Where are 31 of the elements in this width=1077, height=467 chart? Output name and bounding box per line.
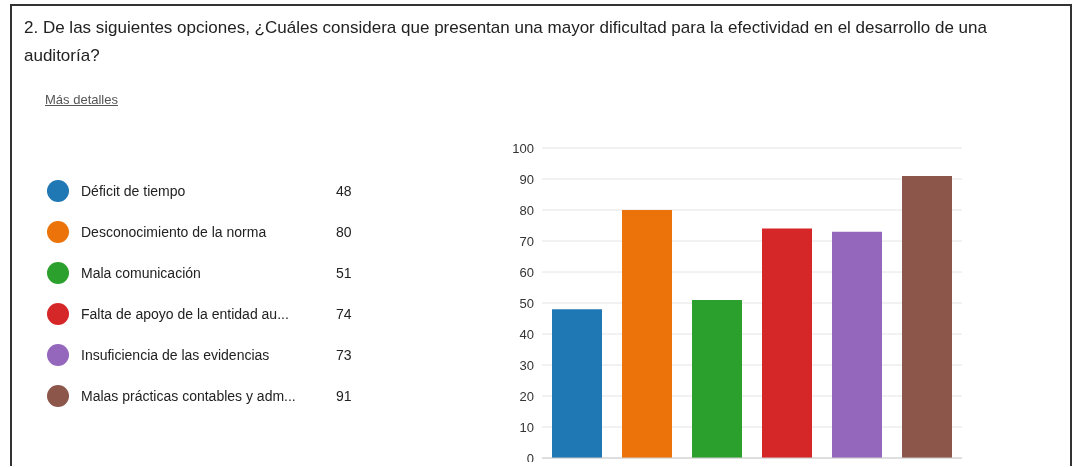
- bar: [692, 299, 742, 458]
- y-tick-label: 50: [519, 295, 534, 311]
- y-tick-label: 90: [519, 171, 534, 187]
- legend-label: Malas prácticas contables y adm...: [81, 388, 297, 404]
- text: 74: [336, 306, 352, 322]
- text: 73: [336, 347, 352, 363]
- text: 51: [336, 265, 352, 281]
- text: Más detalles: [45, 92, 118, 107]
- y-tick-label: 70: [519, 233, 534, 249]
- text: 80: [336, 224, 352, 240]
- legend-label: Falta de apoyo de la entidad au...: [81, 306, 290, 322]
- bar: [552, 309, 602, 458]
- y-tick-label: 60: [519, 264, 534, 280]
- bar: [832, 231, 882, 458]
- legend-label: Mala comunicación: [81, 265, 202, 281]
- text: 91: [336, 388, 352, 404]
- y-tick-label: 100: [512, 140, 534, 156]
- y-tick-label: 0: [526, 450, 534, 466]
- legend-label: Desconocimiento de la norma: [81, 224, 268, 240]
- y-tick-label: 40: [519, 326, 534, 342]
- legend-label: Insuficiencia de las evidencias: [81, 347, 271, 363]
- y-tick-label: 30: [519, 357, 534, 373]
- legend-label: Déficit de tiempo: [81, 183, 187, 199]
- bar: [902, 175, 952, 458]
- bar: [762, 228, 812, 458]
- y-tick-label: 10: [519, 419, 534, 435]
- chart-title: 2. De las siguientes opciones, ¿Cuáles considera que presentan una mayor dificultad para la efectividad en el desarrollo de una auditoría?: [24, 17, 988, 67]
- bar: [622, 210, 672, 458]
- y-tick-label: 20: [519, 388, 534, 404]
- y-tick-label: 80: [519, 202, 534, 218]
- text: 48: [336, 183, 352, 199]
